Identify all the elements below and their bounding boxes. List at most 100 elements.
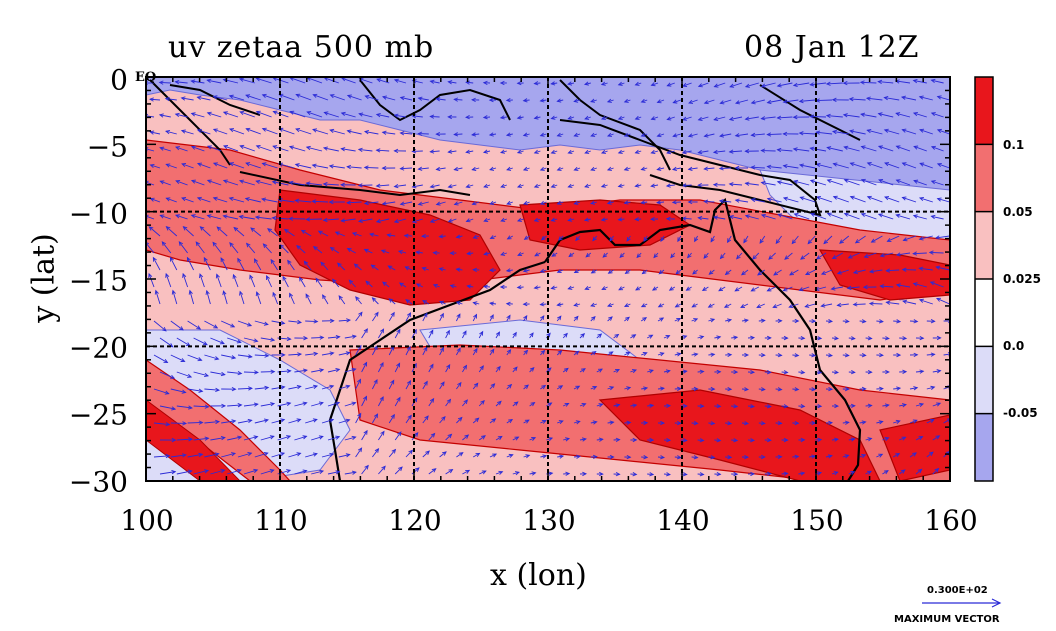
- wind-vector: [708, 303, 715, 308]
- wind-vector-head: [465, 218, 471, 223]
- wind-vector-head: [447, 114, 453, 120]
- wind-vector-head: [777, 421, 783, 426]
- wind-vector: [439, 451, 447, 458]
- wind-vector-head: [397, 249, 403, 255]
- wind-vector: [657, 133, 665, 137]
- wind-vector-head: [734, 198, 740, 203]
- wind-vector: [165, 98, 177, 101]
- wind-vector-head: [438, 267, 444, 272]
- wind-vector: [479, 470, 487, 475]
- wind-vector-head: [271, 180, 277, 185]
- wind-vector-head: [214, 356, 220, 361]
- wind-vector: [210, 337, 225, 344]
- wind-vector: [913, 145, 927, 152]
- wind-vector: [246, 243, 256, 254]
- wind-vector: [937, 129, 950, 135]
- wind-vector-head: [345, 351, 351, 356]
- wind-vector-head: [883, 95, 889, 101]
- wind-vector-head: [422, 300, 427, 305]
- wind-vector: [344, 335, 356, 339]
- wind-vector: [153, 388, 169, 395]
- wind-vector-head: [600, 183, 606, 188]
- wind-vector-head: [728, 214, 734, 220]
- wind-vector-head: [270, 402, 276, 407]
- wind-vector: [913, 112, 927, 118]
- wind-vector-head: [659, 317, 665, 322]
- wind-vector: [418, 167, 429, 170]
- wind-vector: [153, 354, 168, 363]
- wind-vector-head: [421, 266, 427, 271]
- wind-vector-head: [522, 166, 528, 171]
- wind-vector-head: [272, 291, 277, 297]
- wind-vector: [289, 293, 295, 305]
- wind-vector-head: [879, 386, 884, 391]
- wind-vector: [146, 148, 155, 152]
- wind-vector: [354, 263, 362, 271]
- wind-vector-head: [369, 232, 375, 237]
- wind-vector: [826, 82, 843, 85]
- wind-vector-head: [635, 286, 640, 291]
- wind-vector: [155, 290, 161, 305]
- wind-vector-head: [178, 241, 184, 246]
- wind-vector-head: [198, 452, 204, 457]
- wind-vector: [651, 184, 659, 187]
- wind-vector-head: [930, 180, 936, 185]
- wind-vector-head: [196, 325, 202, 330]
- wind-vector-head: [197, 357, 203, 362]
- wind-vector-head: [546, 332, 551, 338]
- wind-vector: [725, 269, 732, 275]
- wind-vector-head: [877, 79, 883, 85]
- wind-vector-head: [793, 179, 799, 184]
- wind-vector-head: [407, 414, 412, 420]
- wind-vector: [305, 418, 317, 424]
- wind-vector-head: [783, 335, 789, 341]
- wind-vector-head: [809, 146, 815, 151]
- wind-vector-head: [703, 100, 709, 105]
- wind-vector-head: [707, 303, 713, 308]
- wind-vector-head: [918, 436, 924, 441]
- wind-vector: [932, 370, 941, 373]
- wind-vector: [323, 147, 339, 152]
- wind-vector: [187, 354, 202, 361]
- wind-vector-head: [600, 149, 606, 154]
- wind-vector: [844, 179, 860, 186]
- wind-vector: [909, 419, 918, 424]
- wind-vector-head: [573, 98, 579, 103]
- wind-vector-head: [634, 115, 640, 120]
- wind-vector-head: [576, 454, 582, 459]
- wind-vector: [896, 179, 911, 186]
- wind-vector: [294, 435, 307, 441]
- wind-vector-head: [456, 347, 461, 353]
- wind-vector: [295, 163, 312, 169]
- wind-vector: [926, 451, 934, 458]
- wind-vector-head: [328, 199, 334, 205]
- colorbar-segment: [975, 413, 993, 481]
- wind-vector: [176, 438, 193, 441]
- wind-vector: [418, 97, 429, 101]
- wind-vector-head: [429, 329, 434, 335]
- wind-vector-head: [539, 98, 545, 103]
- wind-vector-head: [766, 99, 772, 105]
- wind-vector-head: [239, 110, 245, 116]
- wind-vector-head: [417, 131, 423, 136]
- wind-vector-head: [335, 367, 341, 373]
- wind-vector-head: [277, 162, 283, 167]
- wind-vector-head: [390, 379, 395, 385]
- wind-vector-head: [302, 469, 308, 474]
- wind-vector-head: [671, 166, 677, 171]
- wind-vector-head: [312, 418, 318, 423]
- wind-vector-head: [831, 129, 837, 135]
- wind-vector: [338, 352, 350, 356]
- wind-vector-head: [884, 162, 890, 167]
- wind-vector: [799, 286, 810, 291]
- wind-vector-head: [539, 268, 545, 273]
- wind-vector: [827, 147, 843, 152]
- wind-vector-head: [902, 299, 908, 304]
- wind-vector-head: [641, 269, 647, 275]
- wind-vector: [175, 214, 188, 220]
- wind-vector-head: [232, 273, 237, 279]
- wind-vector: [243, 403, 258, 407]
- wind-vector-head: [744, 454, 750, 460]
- wind-vector: [372, 297, 379, 305]
- wind-vector-head: [820, 303, 826, 308]
